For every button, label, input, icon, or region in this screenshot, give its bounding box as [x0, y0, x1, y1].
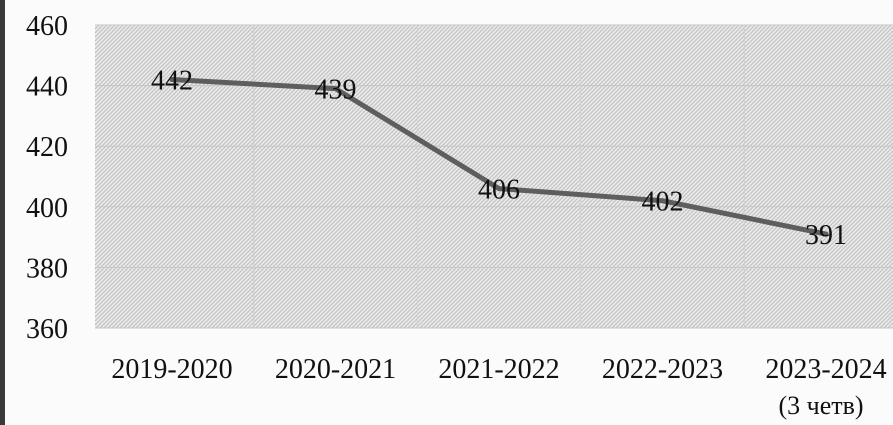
data-point-3 — [660, 198, 665, 204]
data-label-1: 439 — [315, 75, 357, 106]
x-tick-sublabel-4: (3 четв) — [778, 391, 863, 420]
data-point-4 — [823, 231, 829, 237]
data-label-2: 406 — [478, 175, 520, 206]
y-tick-label-4: 380 — [26, 253, 68, 284]
x-tick-label-1: 2020-2021 — [275, 354, 396, 385]
data-label-3: 402 — [642, 187, 684, 218]
plot-area — [95, 25, 893, 328]
x-tick-label-0: 2019-2020 — [111, 354, 232, 385]
data-point-0 — [169, 77, 175, 83]
data-point-2 — [496, 186, 502, 192]
x-tick-label-3: 2022-2023 — [602, 354, 723, 385]
y-tick-label-2: 420 — [26, 132, 68, 163]
data-point-1 — [333, 86, 338, 92]
y-tick-label-0: 460 — [26, 11, 68, 42]
y-tick-label-5: 360 — [26, 314, 68, 345]
gridlines — [95, 24, 893, 329]
y-tick-label-3: 400 — [26, 193, 68, 224]
data-label-4: 391 — [805, 220, 847, 251]
data-label-0: 442 — [151, 66, 193, 97]
y-tick-label-1: 440 — [26, 72, 68, 103]
x-tick-label-2: 2021-2022 — [438, 354, 559, 385]
data-labels: 442 439 406 402 391 — [151, 66, 847, 252]
scan-edge — [0, 0, 5, 425]
x-tick-label-4: 2023-2024 — [765, 354, 886, 385]
y-axis-ticks: 460 440 420 400 380 360 — [26, 11, 68, 345]
x-axis-ticks: 2019-2020 2020-2021 2021-2022 2022-2023 2023… — [111, 354, 886, 420]
series-group — [169, 77, 829, 237]
